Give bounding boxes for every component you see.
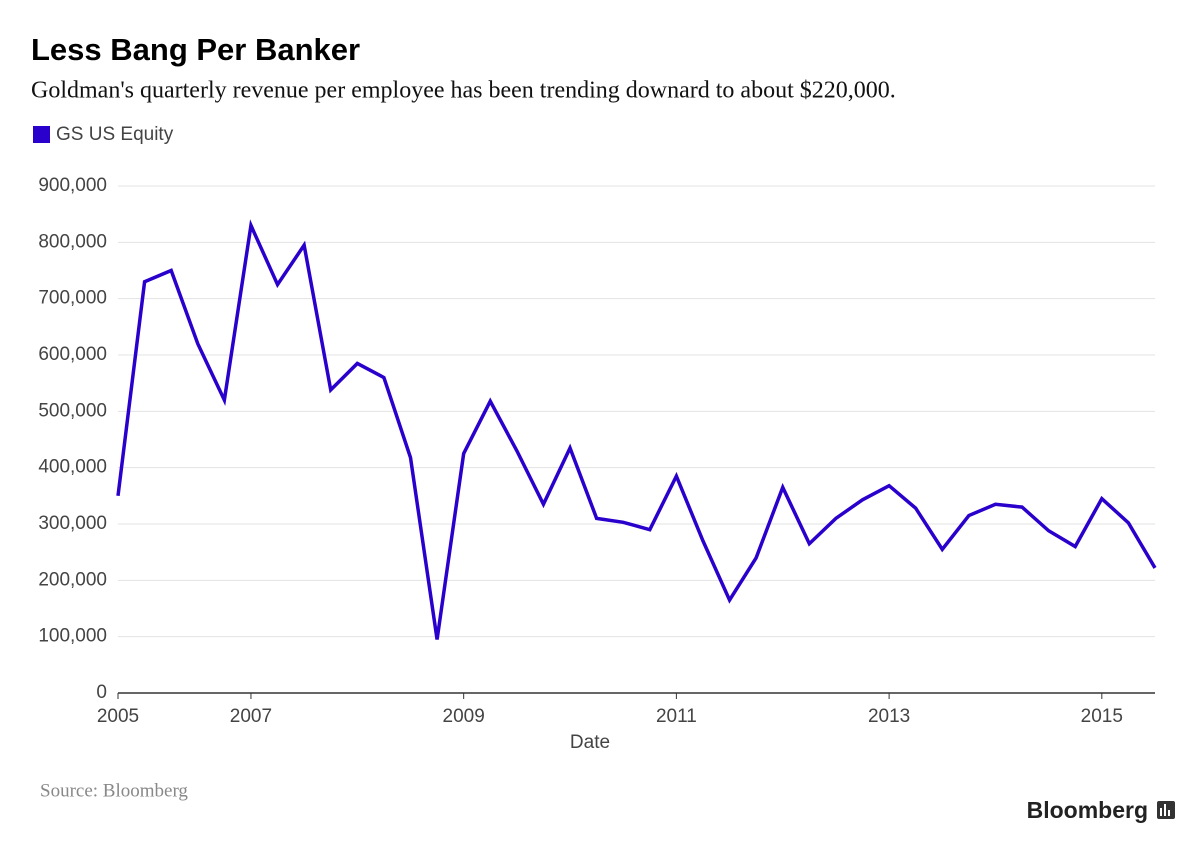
line-series — [116, 219, 1157, 640]
y-tick-label: 100,000 — [38, 626, 107, 647]
logo-icon — [1157, 801, 1175, 819]
y-tick-label: 200,000 — [38, 569, 107, 590]
chart-title: Less Bang Per Banker — [31, 32, 360, 67]
x-tick-label: 2009 — [443, 706, 485, 727]
legend-swatch — [33, 126, 50, 143]
logo: Bloomberg — [1027, 797, 1148, 823]
y-tick-label: 900,000 — [38, 175, 107, 196]
x-axis-label: Date — [570, 732, 610, 753]
y-tick-label: 600,000 — [38, 344, 107, 365]
x-tick-label: 2011 — [656, 706, 697, 727]
x-tick-label: 2007 — [230, 706, 272, 727]
y-tick-label: 300,000 — [38, 513, 107, 534]
chart-subtitle: Goldman's quarterly revenue per employee… — [31, 78, 896, 104]
y-tick-label: 0 — [96, 682, 107, 703]
x-tick-label: 2013 — [868, 706, 910, 727]
y-tick-label: 400,000 — [38, 457, 107, 478]
legend-label: GS US Equity — [56, 124, 174, 145]
x-tick-label: 2005 — [97, 706, 139, 727]
y-tick-label: 500,000 — [38, 400, 107, 421]
y-tick-label: 700,000 — [38, 288, 107, 309]
source: Source: Bloomberg — [40, 780, 188, 801]
x-tick-label: 2015 — [1081, 706, 1123, 727]
y-tick-label: 800,000 — [38, 231, 107, 252]
